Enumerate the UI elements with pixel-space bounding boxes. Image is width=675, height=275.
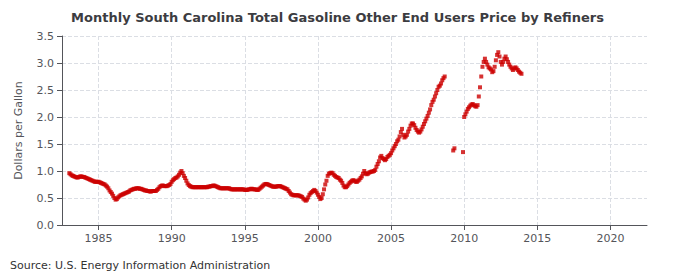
svg-text:3.5: 3.5 bbox=[37, 30, 55, 43]
svg-text:1995: 1995 bbox=[231, 232, 259, 245]
svg-text:1.0: 1.0 bbox=[37, 165, 55, 178]
svg-text:2020: 2020 bbox=[596, 232, 624, 245]
svg-text:Monthly South Carolina Total G: Monthly South Carolina Total Gasoline Ot… bbox=[71, 10, 604, 25]
svg-text:0.0: 0.0 bbox=[37, 219, 55, 232]
svg-text:2005: 2005 bbox=[377, 232, 405, 245]
svg-text:2000: 2000 bbox=[304, 232, 332, 245]
svg-text:2.0: 2.0 bbox=[37, 111, 55, 124]
svg-text:Dollars per Gallon: Dollars per Gallon bbox=[12, 81, 25, 180]
svg-text:0.5: 0.5 bbox=[37, 192, 55, 205]
svg-text:1990: 1990 bbox=[158, 232, 186, 245]
svg-text:2.5: 2.5 bbox=[37, 84, 55, 97]
svg-text:2015: 2015 bbox=[523, 232, 551, 245]
svg-text:1.5: 1.5 bbox=[37, 138, 55, 151]
svg-text:1985: 1985 bbox=[85, 232, 113, 245]
svg-text:2010: 2010 bbox=[450, 232, 478, 245]
svg-text:3.0: 3.0 bbox=[37, 57, 55, 70]
svg-text:Source: U.S. Energy Informatio: Source: U.S. Energy Information Administ… bbox=[10, 259, 270, 272]
